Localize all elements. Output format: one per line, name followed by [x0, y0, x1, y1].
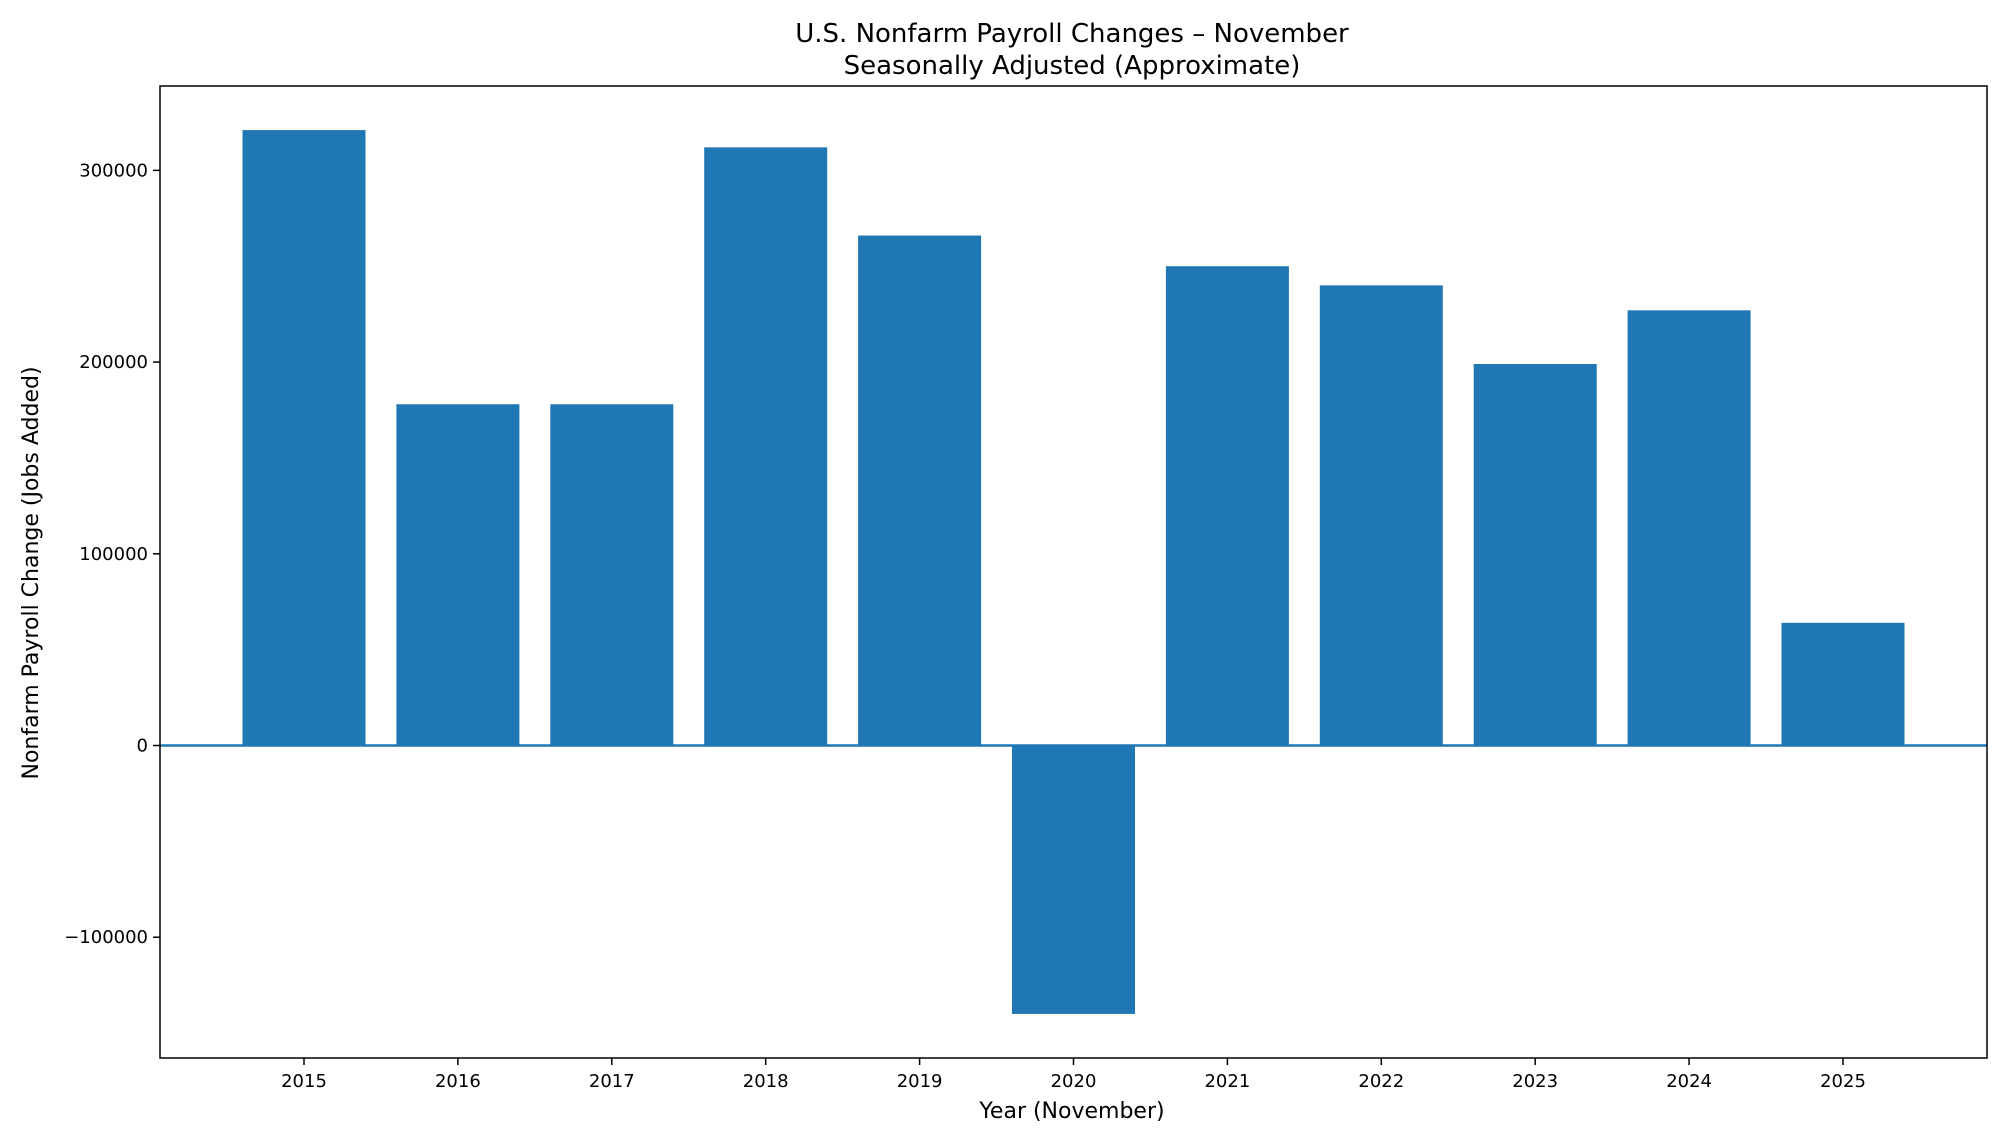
bar-2016	[396, 404, 520, 746]
x-tick-label: 2015	[281, 1071, 327, 1092]
x-tick-label: 2020	[1051, 1071, 1097, 1092]
bar-2017	[550, 404, 674, 746]
x-tick-label: 2022	[1358, 1071, 1404, 1092]
bar-2019	[858, 235, 982, 746]
x-tick-label: 2021	[1204, 1071, 1250, 1092]
x-tick-label: 2025	[1820, 1071, 1866, 1092]
x-tick-label: 2024	[1666, 1071, 1712, 1092]
bar-2018	[704, 147, 828, 746]
y-tick-label: 200000	[79, 352, 148, 373]
bar-2015	[242, 130, 366, 746]
y-axis: −100000 0 100000 200000 300000	[64, 160, 160, 948]
chart-title: U.S. Nonfarm Payroll Changes – November	[795, 19, 1349, 49]
bar-2025	[1781, 622, 1905, 746]
x-tick-label: 2019	[897, 1071, 943, 1092]
x-tick-label: 2018	[743, 1071, 789, 1092]
y-tick-label: 100000	[79, 544, 148, 565]
x-tick-label: 2016	[435, 1071, 481, 1092]
bar-2022	[1319, 285, 1443, 746]
bar-2023	[1473, 363, 1597, 746]
y-tick-label: 0	[137, 736, 148, 757]
x-axis: 2015 2016 2017 2018 2019 2020 2021 2022 2023 2024…	[281, 1058, 1866, 1092]
y-tick-label: −100000	[64, 927, 148, 948]
y-tick-label: 300000	[79, 160, 148, 181]
bars-group	[242, 130, 1905, 1014]
y-axis-label: Nonfarm Payroll Change (Jobs Added)	[19, 366, 44, 779]
chart-subtitle: Seasonally Adjusted (Approximate)	[844, 51, 1301, 81]
x-axis-label: Year (November)	[978, 1099, 1164, 1124]
x-tick-label: 2023	[1512, 1071, 1558, 1092]
bar-2020	[1012, 745, 1135, 1014]
x-tick-label: 2017	[589, 1071, 635, 1092]
bar-2024	[1627, 310, 1751, 746]
bar-2021	[1165, 266, 1289, 746]
